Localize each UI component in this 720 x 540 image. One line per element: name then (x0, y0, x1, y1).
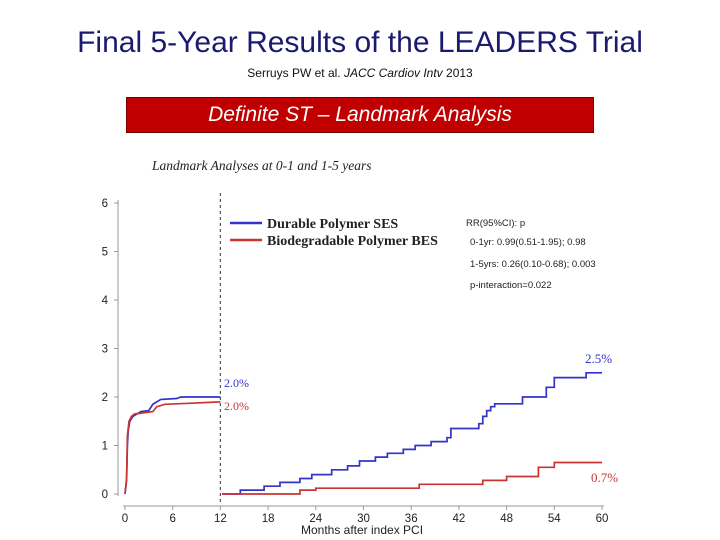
stats-header: RR(95%CI): p (466, 218, 525, 229)
end-label-ses-1yr: 2.0% (224, 376, 249, 390)
stats-1-5yr: 1-5yrs: 0.26(0.10-0.68); 0.003 (470, 259, 596, 270)
end-label-ses-5yr: 2.5% (585, 351, 612, 366)
x-tick-label: 42 (453, 513, 466, 525)
chart-title: Landmark Analyses at 0-1 and 1-5 years (151, 158, 371, 173)
x-tick-label: 24 (309, 513, 322, 525)
bes-curve-1-5yr (222, 461, 602, 495)
x-tick-label: 6 (169, 513, 175, 525)
x-tick-label: 54 (548, 513, 561, 525)
end-label-bes-5yr: 0.7% (591, 470, 618, 485)
x-tick-label: 18 (262, 513, 275, 525)
end-label-bes-1yr: 2.0% (224, 399, 249, 413)
y-tick-label: 0 (102, 489, 108, 501)
x-tick-label: 48 (500, 513, 513, 525)
slide-title: Final 5-Year Results of the LEADERS Tria… (77, 26, 643, 59)
x-tick-label: 30 (357, 513, 370, 525)
x-tick-label: 60 (596, 513, 609, 525)
legend-label-bes: Biodegradable Polymer BES (267, 234, 438, 249)
stats-block: RR(95%CI): p 0-1yr: 0.99(0.51-1.95); 0.9… (466, 218, 596, 291)
series-layer (124, 371, 602, 495)
y-tick-label: 6 (102, 198, 108, 210)
x-axis-label: Months after index PCI (301, 523, 423, 537)
legend-label-ses: Durable Polymer SES (267, 217, 398, 232)
x-tick-label: 12 (214, 513, 227, 525)
x-tick-label: 0 (122, 513, 128, 525)
citation: Serruys PW et al. JACC Cardiov Intv 2013 (0, 66, 720, 80)
stats-0-1yr: 0-1yr: 0.99(0.51-1.95); 0.98 (470, 237, 586, 248)
y-tick-label: 4 (102, 295, 109, 307)
bes-curve-0-1yr (124, 401, 221, 495)
ses-curve-0-1yr (124, 396, 221, 495)
legend: Durable Polymer SES Biodegradable Polyme… (230, 217, 438, 249)
y-tick-label: 2 (102, 392, 108, 404)
citation-journal: JACC Cardiov Intv (343, 66, 443, 80)
y-tick-label: 5 (102, 247, 108, 259)
citation-authors: Serruys PW et al. (247, 66, 341, 80)
citation-year: 2013 (446, 66, 473, 80)
banner-text: Definite ST – Landmark Analysis (208, 103, 512, 126)
x-tick-label: 36 (405, 513, 418, 525)
ses-curve-1-5yr (222, 371, 602, 495)
y-tick-label: 1 (102, 441, 108, 453)
stats-interaction: p-interaction=0.022 (470, 280, 552, 291)
y-tick-label: 3 (102, 344, 108, 356)
banner: Definite ST – Landmark Analysis (126, 97, 594, 133)
